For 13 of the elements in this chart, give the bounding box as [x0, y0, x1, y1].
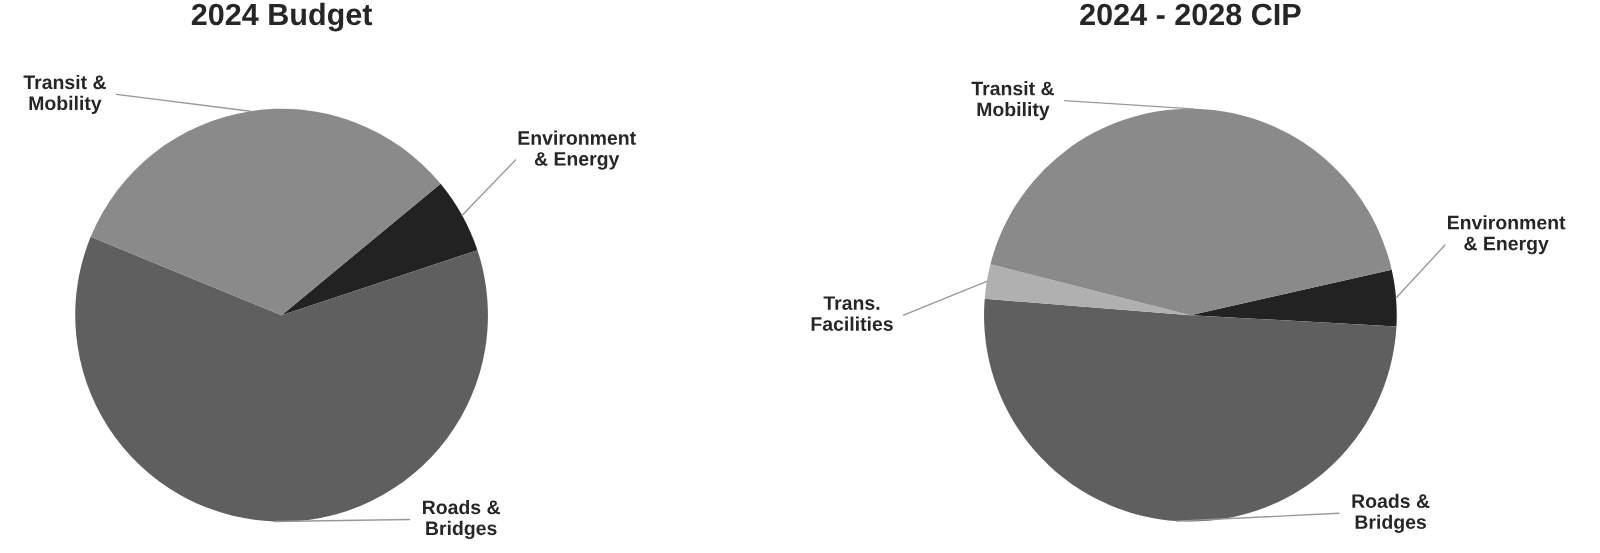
pie-slice — [281, 183, 478, 316]
slice-label: Trans. Facilities — [811, 296, 893, 331]
chart-title: 2024 - 2028 CIP — [1080, 3, 1301, 26]
pie-slice — [984, 264, 1191, 316]
slice-label: Roads & Bridges — [423, 499, 500, 540]
slice-label: Transit & Mobility — [971, 81, 1054, 121]
pie-slice — [75, 236, 488, 522]
slice-label: Roads & Bridges — [1352, 493, 1430, 533]
pie-slice — [1190, 269, 1397, 327]
slice-label: Environment & Energy — [518, 130, 636, 170]
slice-label: Transit & Mobility — [23, 74, 106, 114]
slice-label: Environment & Energy — [1448, 215, 1566, 255]
chart-title: 2024 Budget — [191, 2, 373, 32]
